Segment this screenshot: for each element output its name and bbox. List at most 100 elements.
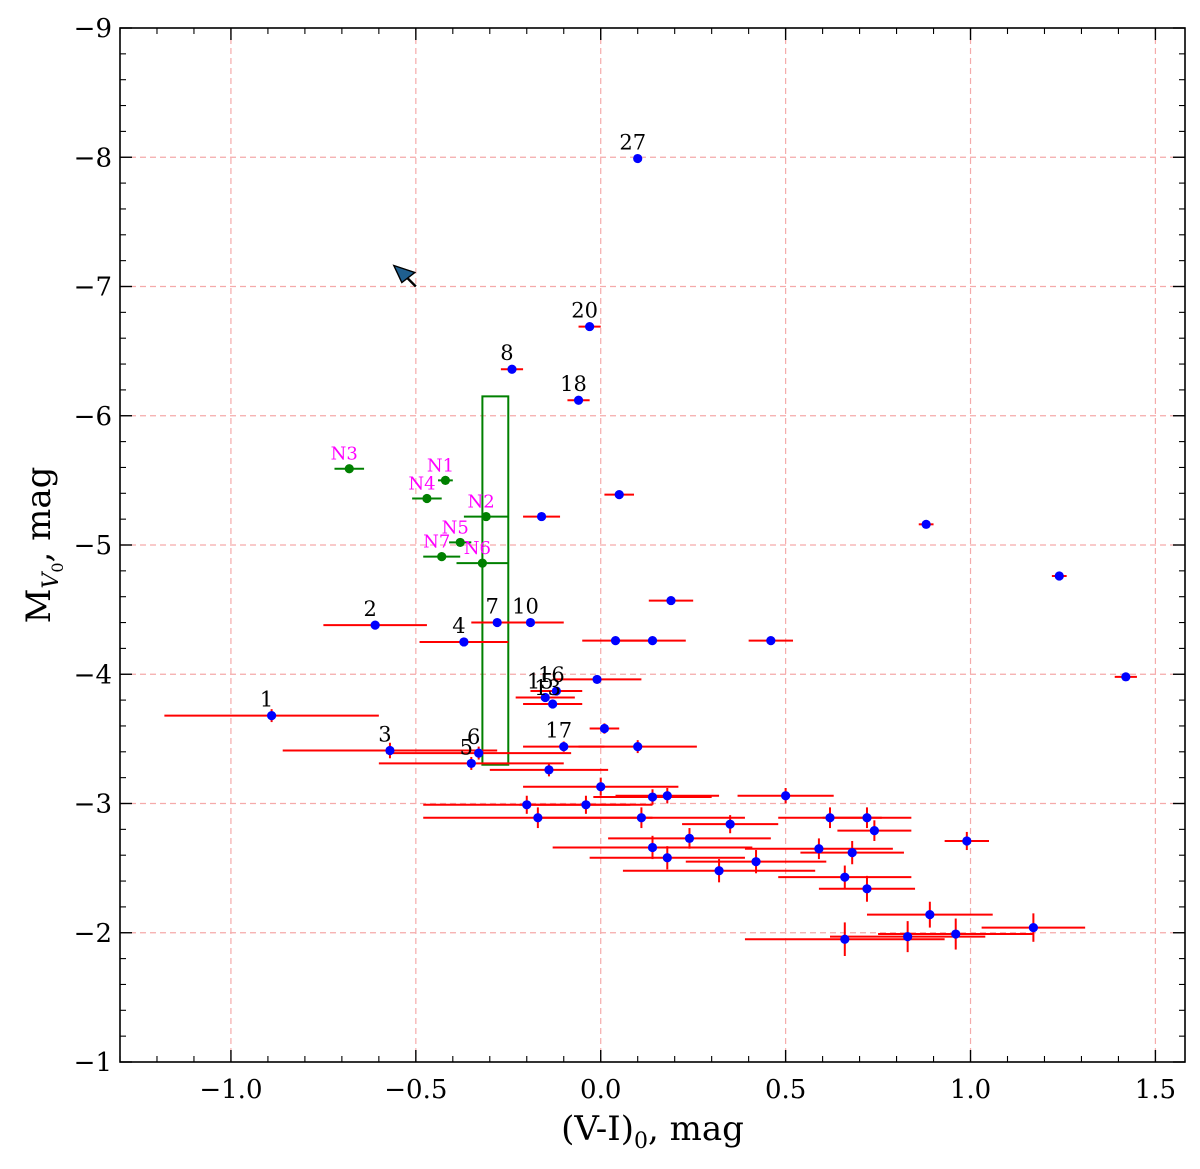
data-points: [267, 153, 1131, 944]
data-point: [684, 833, 695, 843]
data-point: [825, 813, 835, 823]
data-point: [840, 872, 850, 882]
data-point: [1054, 571, 1064, 581]
data-point: [921, 519, 931, 529]
new-data-point: [422, 493, 432, 504]
data-point: [466, 758, 476, 769]
data-point: [647, 792, 658, 802]
data-point: [862, 813, 872, 823]
data-point: [599, 723, 610, 734]
new-point-label: N3: [331, 444, 358, 465]
data-point: [636, 813, 647, 823]
point-label: 10: [512, 595, 539, 619]
axis-ticks: [119, 27, 1185, 1063]
new-data-point: [344, 464, 354, 474]
new-point-label: N5: [442, 517, 469, 538]
point-label: 5: [460, 735, 473, 759]
new-data-point: [477, 558, 487, 568]
data-point: [370, 620, 380, 630]
data-point: [385, 745, 395, 756]
data-point: [869, 826, 879, 836]
y-tick-label: −2: [74, 919, 112, 949]
new-data-point: [481, 511, 491, 522]
data-point: [525, 617, 536, 628]
y-axis-title-subsubscript: 0: [48, 562, 67, 572]
data-point: [662, 853, 672, 863]
y-tick-label: −4: [74, 660, 112, 690]
data-point: [647, 842, 658, 853]
data-point: [766, 636, 776, 646]
data-point: [962, 836, 972, 846]
data-point: [751, 857, 761, 867]
data-point: [633, 742, 643, 752]
point-label: 7: [486, 595, 499, 619]
data-point: [862, 884, 872, 894]
data-point: [725, 819, 735, 829]
data-point: [847, 848, 857, 858]
x-tick-label: 0.0: [580, 1075, 621, 1105]
x-tick-label: −1.0: [199, 1075, 262, 1105]
point-label: 13: [534, 676, 561, 700]
y-tick-label: −5: [74, 531, 112, 561]
x-axis-title-main: (V-I): [561, 1109, 634, 1149]
data-point: [1028, 922, 1038, 933]
data-point: [610, 636, 621, 646]
data-point: [533, 813, 543, 823]
x-axis-title-suffix: , mag: [648, 1109, 744, 1149]
x-tick-label: −0.5: [384, 1075, 447, 1105]
data-point: [596, 782, 606, 792]
data-point: [614, 489, 624, 500]
arrow-marker-head: [392, 264, 417, 284]
arrow-marker-layer: [392, 264, 417, 288]
data-point: [633, 153, 643, 164]
point-label: 17: [545, 719, 572, 743]
y-tick-label: −7: [74, 273, 112, 303]
data-point: [507, 364, 517, 374]
new-point-label: N1: [427, 455, 454, 476]
y-axis-title-subscript: V: [39, 571, 64, 589]
y-axis-title-suffix: , mag: [19, 467, 59, 563]
data-point: [267, 711, 277, 721]
y-tick-label: −1: [74, 1048, 112, 1078]
data-point: [781, 791, 791, 801]
x-axis-title: (V-I)0, mag: [561, 1109, 744, 1154]
point-label: 2: [363, 597, 376, 621]
data-point: [459, 637, 469, 647]
new-data-point: [440, 475, 451, 485]
point-label: 8: [500, 341, 513, 365]
point-label: 15: [527, 670, 554, 694]
data-point: [544, 765, 554, 775]
data-point: [592, 674, 602, 685]
y-tick-label: −6: [74, 402, 112, 432]
new-point-label: N7: [423, 532, 450, 553]
y-axis-title-main: M: [19, 589, 59, 624]
y-tick-label: −9: [74, 14, 112, 44]
point-label: 1: [260, 688, 273, 712]
data-point: [666, 595, 676, 606]
data-point: [548, 699, 558, 709]
data-point: [951, 929, 961, 939]
tick-labels: −1.0 −0.5 0.0 0.5 1.0 1.5 −9 −8 −7 −6 −5 −4 −3 −2 −1: [74, 14, 1176, 1105]
data-point: [559, 742, 569, 752]
data-point: [492, 617, 502, 628]
data-point: [1121, 672, 1131, 682]
selection-box-layer: [481, 395, 510, 766]
data-point: [474, 748, 484, 758]
selection-box: [481, 395, 510, 766]
data-point: [662, 791, 672, 801]
data-point: [925, 910, 935, 920]
data-point: [903, 932, 913, 942]
data-point: [536, 511, 547, 522]
data-point: [551, 686, 561, 696]
data-point: [581, 800, 591, 810]
x-tick-label: 0.5: [765, 1075, 806, 1105]
point-label: 16: [538, 663, 565, 687]
new-data-point: [437, 552, 447, 562]
x-axis-title-subscript: 0: [634, 1129, 648, 1154]
point-label: 6: [467, 725, 480, 749]
new-data-point: [455, 537, 465, 548]
point-label: 27: [619, 131, 646, 155]
